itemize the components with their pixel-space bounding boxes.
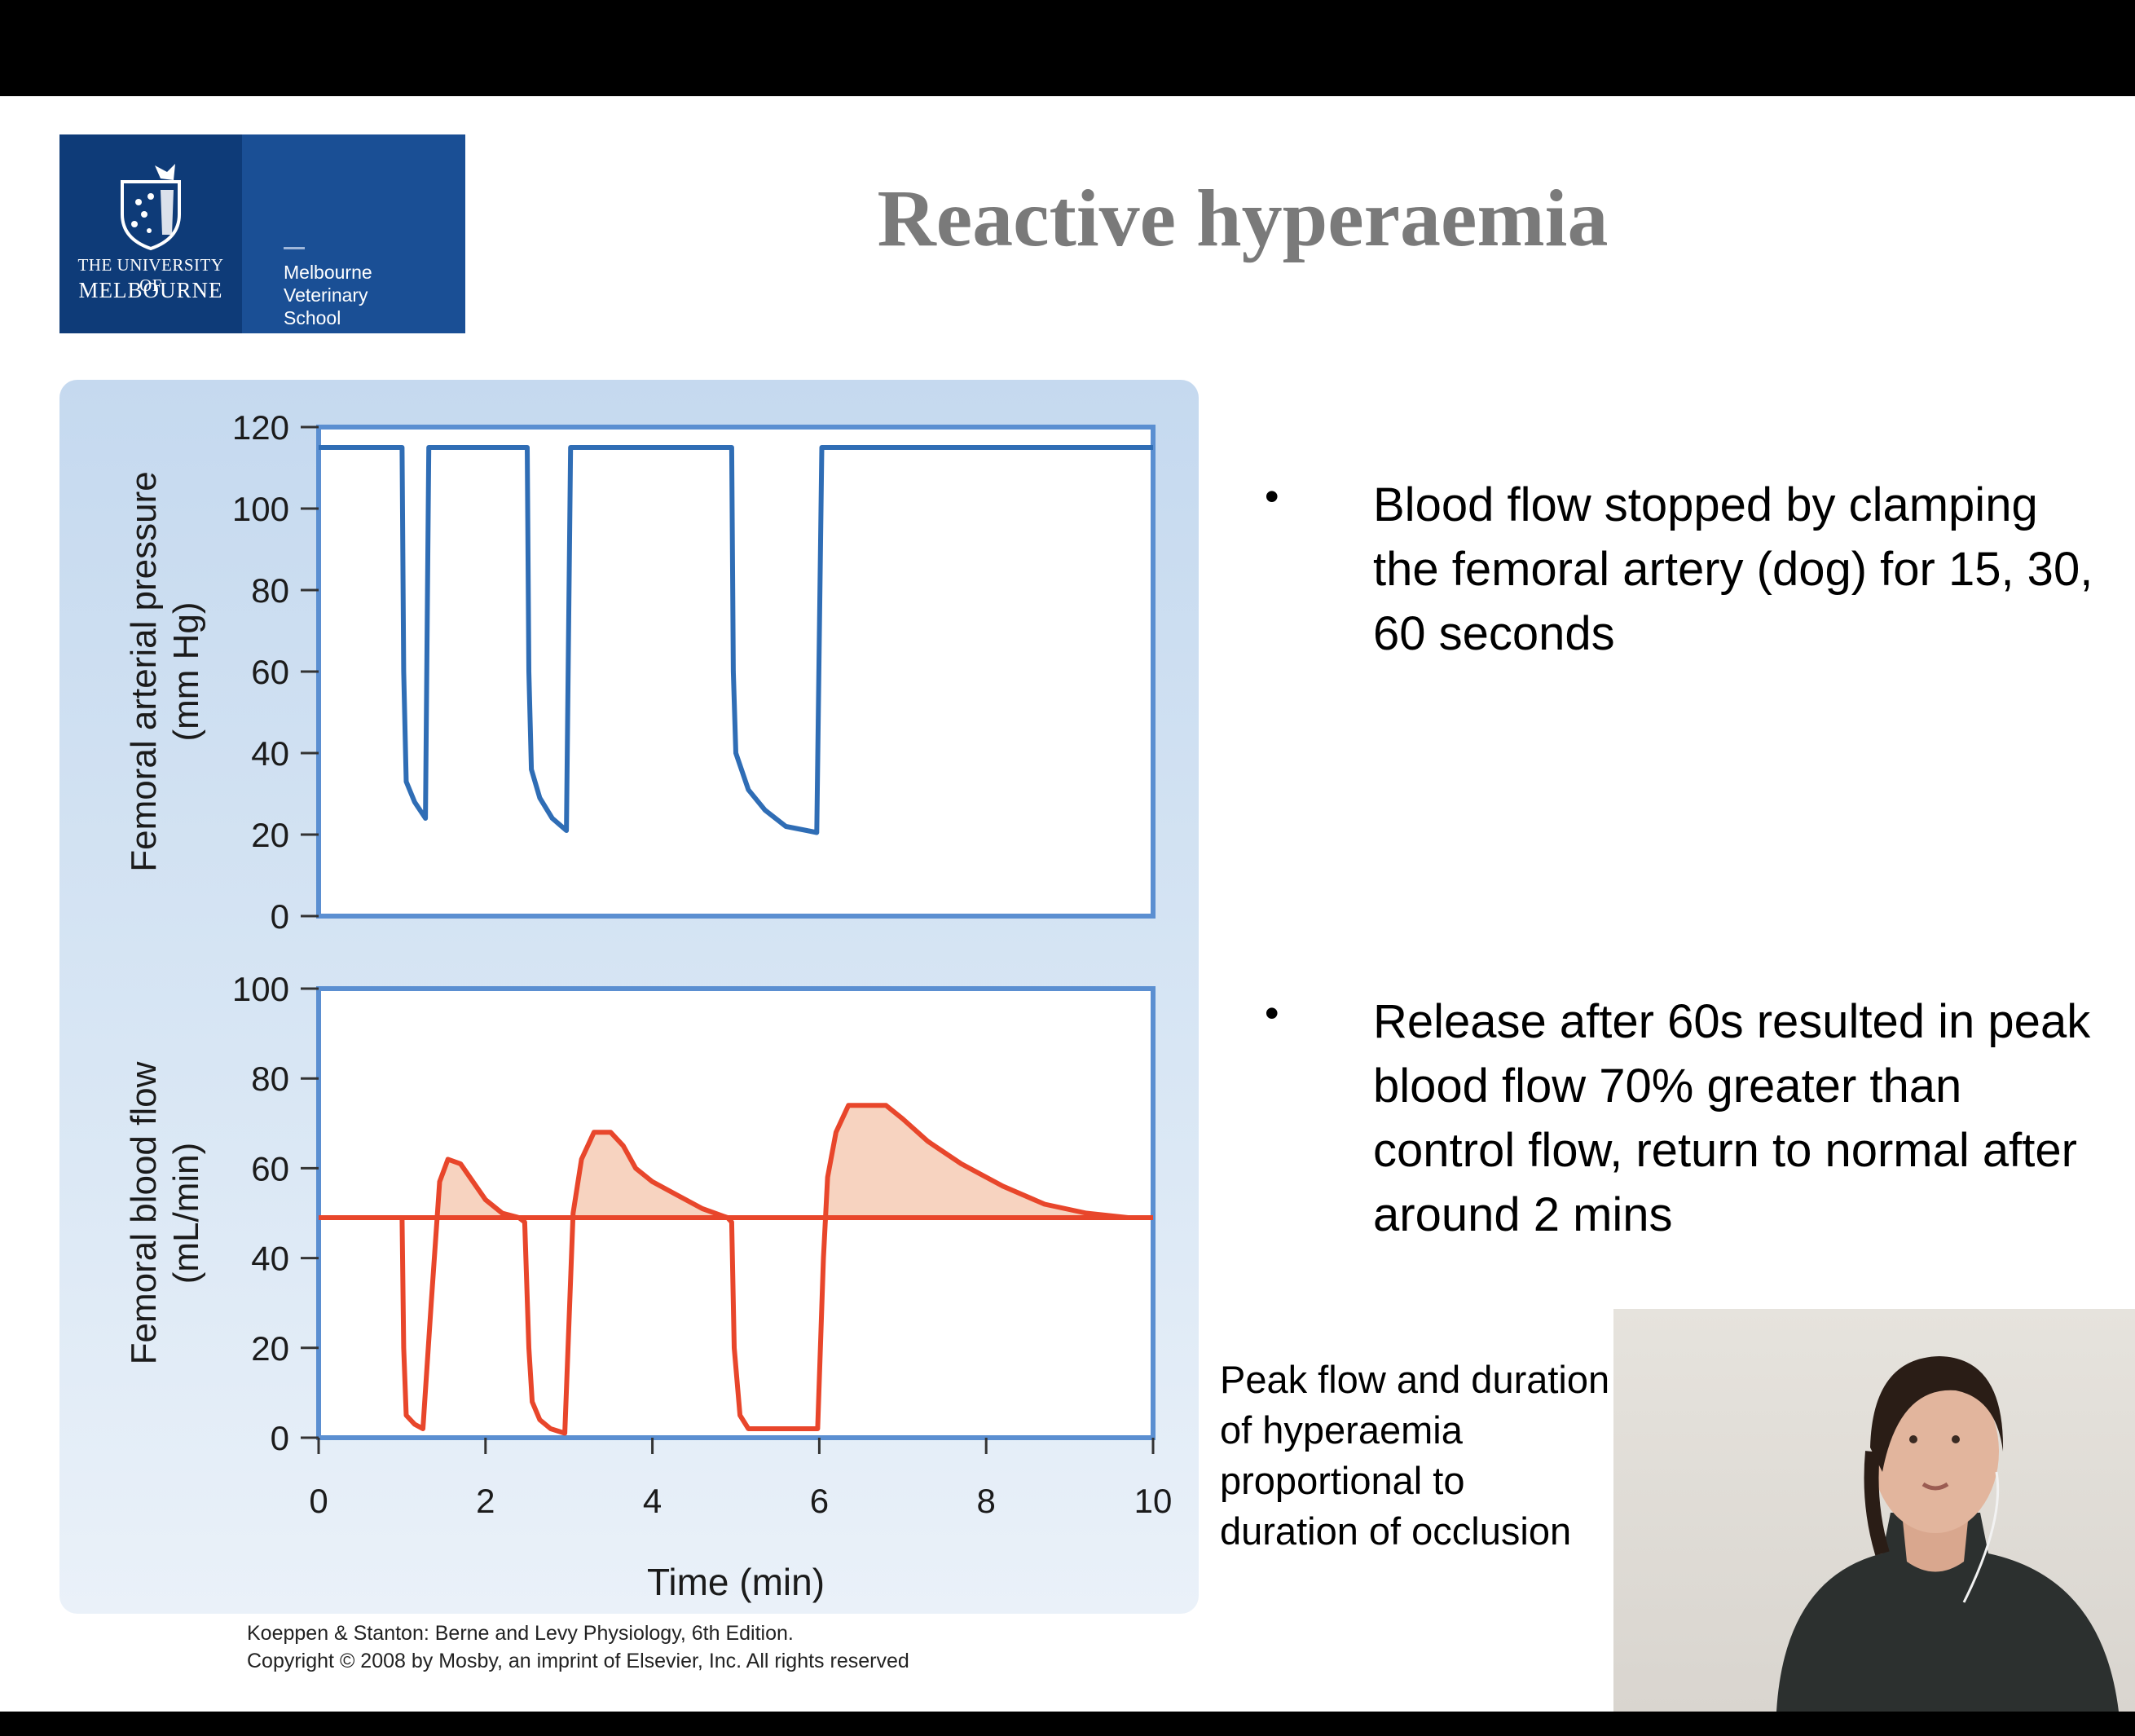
- x-tick-label: 0: [309, 1482, 328, 1520]
- logo-university-line1: THE UNIVERSITY OF: [77, 255, 224, 295]
- top-black-bar: [0, 0, 2135, 96]
- logo-university-line2: MELBOURNE: [78, 278, 223, 302]
- citation-line1: Koeppen & Stanton: Berne and Levy Physio…: [247, 1622, 794, 1645]
- logo-divider: [284, 247, 305, 249]
- bullet-dot-icon: •: [1265, 990, 1279, 1036]
- y-tick-label: 20: [251, 816, 289, 854]
- x-axis-label: Time (min): [647, 1561, 825, 1603]
- y-axis-label-1: Femoral arterial pressure (mm Hg): [124, 471, 206, 872]
- logo-school-line2: School: [284, 307, 341, 328]
- logo-school-name: Melbourne Veterinary School: [284, 261, 459, 329]
- y-tick-label: 60: [251, 653, 289, 691]
- presenter-video: [1613, 1309, 2135, 1712]
- x-tick-label: 4: [643, 1482, 662, 1520]
- figure-panel: 0 20 40 60 80 100 120 Femoral arterial pressure…: [59, 380, 1199, 1614]
- pressure-series-line: [319, 445, 1153, 835]
- y-tick-label: 20: [251, 1329, 289, 1368]
- y-axis-label-line1: Femoral arterial pressure: [124, 471, 164, 872]
- side-note: Peak flow and duration of hyperaemia pro…: [1220, 1358, 1610, 1553]
- crest-icon: [121, 164, 181, 251]
- flow-series-line: [319, 1103, 1153, 1436]
- logo-crest-block: THE UNIVERSITY OF MELBOURNE: [59, 134, 242, 333]
- y-tick-label: 100: [232, 970, 289, 1008]
- bottom-black-bar: [0, 1712, 2135, 1736]
- y-tick-label: 60: [251, 1149, 289, 1187]
- bullet-text: Release after 60s resulted in peak blood…: [1373, 995, 2091, 1241]
- x-tick-label: 8: [977, 1482, 996, 1520]
- hyperaemia-area-fill: [319, 1105, 1153, 1218]
- plot-area-1: [316, 425, 1156, 919]
- x-tick-label: 2: [476, 1482, 495, 1520]
- y-axis-label-line1: Femoral blood flow: [124, 1061, 164, 1364]
- y-tick-label: 40: [251, 734, 289, 773]
- logo-school-line1: Melbourne Veterinary: [284, 262, 372, 306]
- y-tick-label: 80: [251, 1060, 289, 1098]
- y-axis-label-line2: (mL/min): [166, 1143, 206, 1284]
- y-tick-label: 100: [232, 490, 289, 528]
- x-tick-label: 10: [1134, 1482, 1173, 1520]
- y-tick-label: 40: [251, 1240, 289, 1278]
- x-tick-label: 6: [810, 1482, 829, 1520]
- presenter-silhouette: [1776, 1356, 2119, 1712]
- y-tick-label: 0: [271, 1419, 289, 1457]
- y-axis-label-2: Femoral blood flow (mL/min): [124, 1061, 206, 1364]
- university-logo: THE UNIVERSITY OF MELBOURNE Melbourne Ve…: [59, 134, 465, 333]
- y-tick-label: 0: [271, 897, 289, 936]
- figure-citation: Koeppen & Stanton: Berne and Levy Physio…: [247, 1619, 909, 1675]
- y-axis-label-line2: (mm Hg): [166, 601, 206, 741]
- slide-title: Reactive hyperaemia: [877, 173, 1609, 263]
- y-tick-label: 120: [232, 408, 289, 447]
- bullet-dot-icon: •: [1265, 474, 1279, 519]
- y-tick-label: 80: [251, 571, 289, 610]
- citation-line2: Copyright © 2008 by Mosby, an imprint of…: [247, 1650, 909, 1672]
- bullet-text: Blood flow stopped by clamping the femor…: [1373, 478, 2093, 660]
